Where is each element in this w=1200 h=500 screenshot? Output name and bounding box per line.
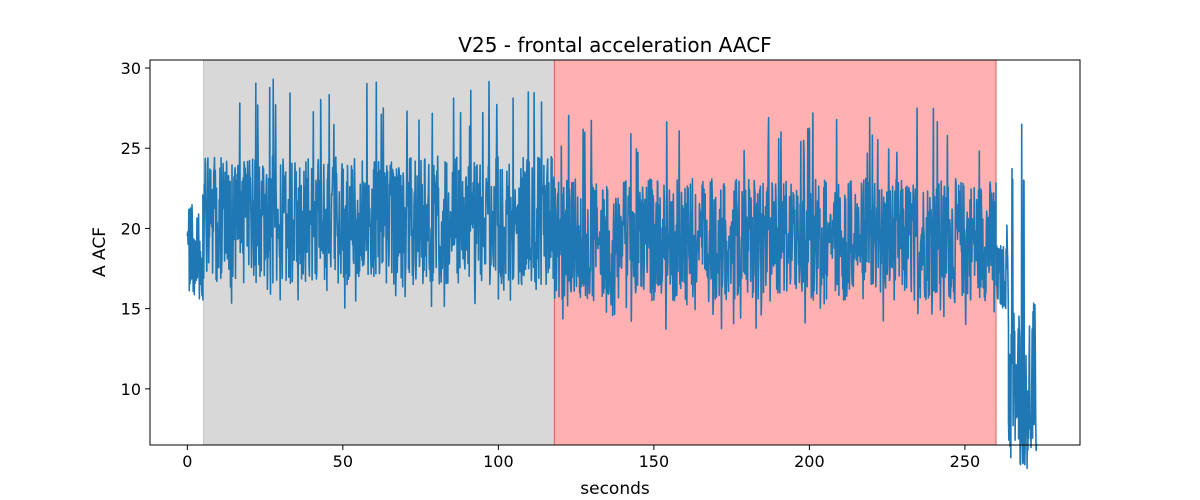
plot-frame <box>149 59 1081 446</box>
y-tick-label: 25 <box>121 139 141 158</box>
y-tick-label: 30 <box>121 59 141 78</box>
x-axis-ticks: 0 50 100 150 200 250 <box>182 445 980 471</box>
y-axis-ticks: 10 15 20 25 30 <box>121 59 150 399</box>
series-line-1 <box>186 78 1038 470</box>
chart-title: V25 - frontal acceleration AACF <box>458 33 771 57</box>
y-tick-label: 10 <box>121 380 141 399</box>
x-tick-label: 250 <box>950 452 981 471</box>
series-layer <box>186 78 1038 470</box>
y-tick-label: 15 <box>121 300 141 319</box>
x-axis-label: seconds <box>580 479 650 499</box>
y-axis-label: A ACF <box>90 227 110 277</box>
x-tick-label: 0 <box>182 452 192 471</box>
y-tick-label: 20 <box>121 219 141 238</box>
x-tick-label: 100 <box>483 452 514 471</box>
x-tick-label: 50 <box>333 452 353 471</box>
x-tick-label: 150 <box>639 452 670 471</box>
x-tick-label: 200 <box>794 452 825 471</box>
